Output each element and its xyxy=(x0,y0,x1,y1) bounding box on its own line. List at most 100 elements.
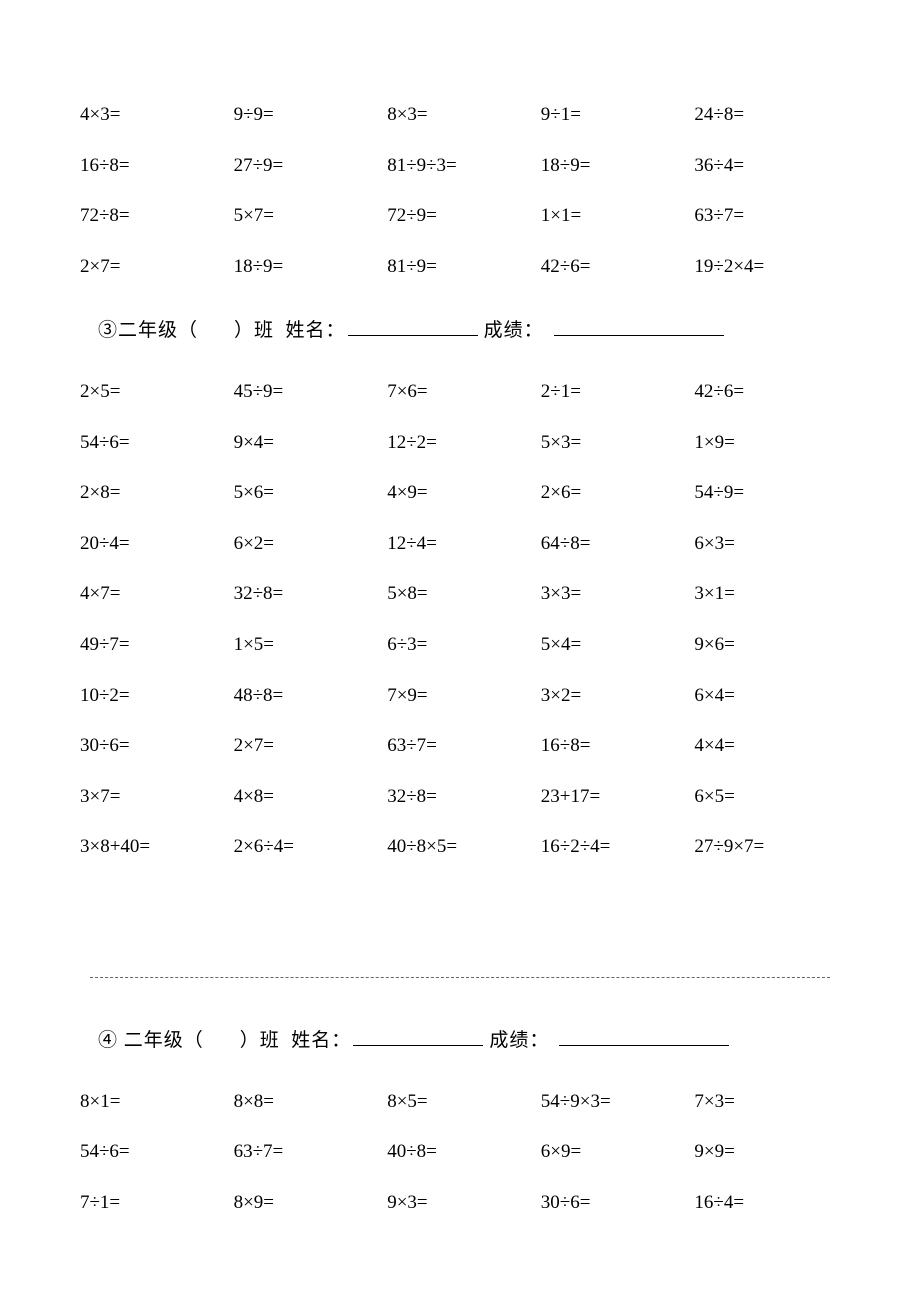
grade-prefix: 二年级（ xyxy=(118,320,198,341)
problem-cell: 5×8= xyxy=(387,569,533,620)
problem-cell: 40÷8= xyxy=(387,1127,533,1178)
problem-cell: 4×4= xyxy=(694,721,840,772)
score-input-line[interactable] xyxy=(554,335,724,336)
dashed-separator xyxy=(90,977,830,978)
name-label: 姓名： xyxy=(291,1030,351,1051)
problem-cell: 16÷2÷4= xyxy=(541,822,687,873)
problem-cell: 7×3= xyxy=(694,1077,840,1128)
problem-cell: 27÷9×7= xyxy=(694,822,840,873)
problem-cell: 72÷8= xyxy=(80,191,226,242)
problem-cell: 18÷9= xyxy=(541,141,687,192)
problem-cell: 54÷9= xyxy=(694,468,840,519)
problem-cell: 42÷6= xyxy=(541,242,687,293)
problem-cell: 8×3= xyxy=(387,90,533,141)
score-input-line[interactable] xyxy=(559,1045,729,1046)
top-block: 4×3=9÷9=8×3=9÷1=24÷8= 16÷8=27÷9=81÷9÷3=18… xyxy=(80,90,840,292)
problem-cell: 54÷6= xyxy=(80,1127,226,1178)
problem-cell: 2×5= xyxy=(80,367,226,418)
problem-cell: 8×9= xyxy=(234,1178,380,1229)
problem-cell: 18÷9= xyxy=(234,242,380,293)
problem-cell: 9×9= xyxy=(694,1127,840,1178)
problem-cell: 3×2= xyxy=(541,671,687,722)
problem-cell: 9×4= xyxy=(234,418,380,469)
section-4-header: ④ 二年级（ ）班 姓名： 成绩： xyxy=(80,1012,840,1077)
problem-cell: 63÷7= xyxy=(234,1127,380,1178)
problem-cell: 63÷7= xyxy=(694,191,840,242)
problem-cell: 1×9= xyxy=(694,418,840,469)
score-label: 成绩： xyxy=(489,1030,549,1051)
problem-cell: 81÷9= xyxy=(387,242,533,293)
problem-cell: 2÷1= xyxy=(541,367,687,418)
problem-cell: 49÷7= xyxy=(80,620,226,671)
problem-cell: 6×3= xyxy=(694,519,840,570)
problem-cell: 3×7= xyxy=(80,772,226,823)
problem-cell: 10÷2= xyxy=(80,671,226,722)
problem-cell: 23+17= xyxy=(541,772,687,823)
problem-cell: 5×3= xyxy=(541,418,687,469)
problem-cell: 32÷8= xyxy=(234,569,380,620)
problem-cell: 2×6= xyxy=(541,468,687,519)
problem-cell: 30÷6= xyxy=(541,1178,687,1229)
problem-cell: 19÷2×4= xyxy=(694,242,840,293)
problem-cell: 6×9= xyxy=(541,1127,687,1178)
problem-cell: 7×6= xyxy=(387,367,533,418)
problem-cell: 48÷8= xyxy=(234,671,380,722)
section-marker: ④ xyxy=(98,1030,118,1051)
name-input-line[interactable] xyxy=(348,335,478,336)
problem-cell: 16÷8= xyxy=(80,141,226,192)
problem-cell: 6×2= xyxy=(234,519,380,570)
grade-suffix: ）班 xyxy=(234,320,274,341)
problem-cell: 3×8+40= xyxy=(80,822,226,873)
section-marker: ③ xyxy=(98,320,118,341)
problem-cell: 9×6= xyxy=(694,620,840,671)
problem-cell: 64÷8= xyxy=(541,519,687,570)
problem-cell: 30÷6= xyxy=(80,721,226,772)
problem-cell: 81÷9÷3= xyxy=(387,141,533,192)
problem-cell: 3×3= xyxy=(541,569,687,620)
problem-cell: 9÷1= xyxy=(541,90,687,141)
problem-cell: 8×5= xyxy=(387,1077,533,1128)
problem-cell: 27÷9= xyxy=(234,141,380,192)
name-input-line[interactable] xyxy=(353,1045,483,1046)
problem-cell: 6×5= xyxy=(694,772,840,823)
problem-cell: 9÷9= xyxy=(234,90,380,141)
problem-cell: 5×6= xyxy=(234,468,380,519)
problem-cell: 12÷2= xyxy=(387,418,533,469)
problem-cell: 2×7= xyxy=(80,242,226,293)
problem-cell: 4×9= xyxy=(387,468,533,519)
problem-cell: 5×7= xyxy=(234,191,380,242)
section-3-header: ③二年级（）班 姓名：成绩： xyxy=(80,302,840,367)
problem-grid-3: 2×5=45÷9=7×6=2÷1=42÷6=54÷6=9×4=12÷2=5×3=… xyxy=(80,367,840,873)
problem-cell: 1×1= xyxy=(541,191,687,242)
problem-cell: 1×5= xyxy=(234,620,380,671)
problem-cell: 4×3= xyxy=(80,90,226,141)
problem-cell: 12÷4= xyxy=(387,519,533,570)
grade-prefix: 二年级（ xyxy=(124,1030,204,1051)
problem-cell: 8×8= xyxy=(234,1077,380,1128)
problem-cell: 24÷8= xyxy=(694,90,840,141)
problem-cell: 2×6÷4= xyxy=(234,822,380,873)
problem-cell: 4×7= xyxy=(80,569,226,620)
problem-grid-4: 8×1=8×8=8×5=54÷9×3=7×3=54÷6=63÷7=40÷8=6×… xyxy=(80,1077,840,1229)
problem-cell: 5×4= xyxy=(541,620,687,671)
section-3-block: 2×5=45÷9=7×6=2÷1=42÷6=54÷6=9×4=12÷2=5×3=… xyxy=(80,367,840,873)
problem-cell: 72÷9= xyxy=(387,191,533,242)
problem-cell: 40÷8×5= xyxy=(387,822,533,873)
problem-cell: 7÷1= xyxy=(80,1178,226,1229)
problem-cell: 2×8= xyxy=(80,468,226,519)
problem-cell: 6÷3= xyxy=(387,620,533,671)
problem-cell: 3×1= xyxy=(694,569,840,620)
grade-suffix: ）班 xyxy=(240,1030,280,1051)
problem-grid-top: 4×3=9÷9=8×3=9÷1=24÷8= 16÷8=27÷9=81÷9÷3=18… xyxy=(80,90,840,292)
section-4-block: 8×1=8×8=8×5=54÷9×3=7×3=54÷6=63÷7=40÷8=6×… xyxy=(80,1077,840,1229)
problem-cell: 2×7= xyxy=(234,721,380,772)
problem-cell: 63÷7= xyxy=(387,721,533,772)
problem-cell: 36÷4= xyxy=(694,141,840,192)
problem-cell: 32÷8= xyxy=(387,772,533,823)
problem-cell: 42÷6= xyxy=(694,367,840,418)
problem-cell: 6×4= xyxy=(694,671,840,722)
problem-cell: 20÷4= xyxy=(80,519,226,570)
problem-cell: 9×3= xyxy=(387,1178,533,1229)
problem-cell: 7×9= xyxy=(387,671,533,722)
problem-cell: 45÷9= xyxy=(234,367,380,418)
